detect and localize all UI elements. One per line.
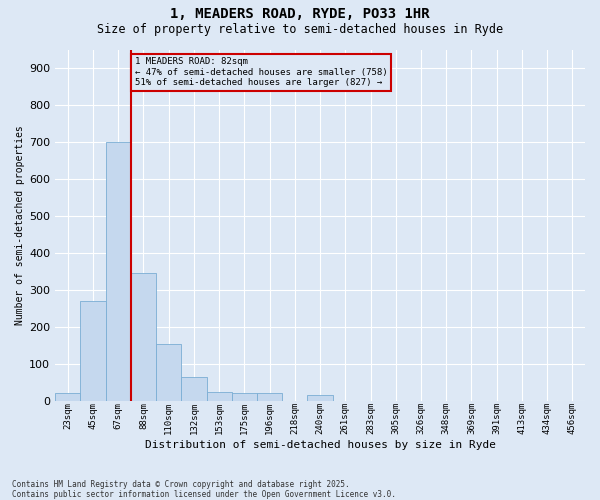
Y-axis label: Number of semi-detached properties: Number of semi-detached properties <box>15 126 25 326</box>
Bar <box>156 344 181 401</box>
Text: Size of property relative to semi-detached houses in Ryde: Size of property relative to semi-detach… <box>97 24 503 36</box>
Bar <box>55 394 80 401</box>
Bar <box>106 142 131 401</box>
Bar <box>257 394 282 401</box>
Bar <box>307 396 332 401</box>
Bar <box>181 377 206 401</box>
Text: Contains HM Land Registry data © Crown copyright and database right 2025.
Contai: Contains HM Land Registry data © Crown c… <box>12 480 396 499</box>
X-axis label: Distribution of semi-detached houses by size in Ryde: Distribution of semi-detached houses by … <box>145 440 496 450</box>
Bar <box>232 394 257 401</box>
Bar <box>80 301 106 401</box>
Bar <box>206 392 232 401</box>
Text: 1, MEADERS ROAD, RYDE, PO33 1HR: 1, MEADERS ROAD, RYDE, PO33 1HR <box>170 8 430 22</box>
Bar <box>131 274 156 401</box>
Text: 1 MEADERS ROAD: 82sqm
← 47% of semi-detached houses are smaller (758)
51% of sem: 1 MEADERS ROAD: 82sqm ← 47% of semi-deta… <box>134 58 387 87</box>
